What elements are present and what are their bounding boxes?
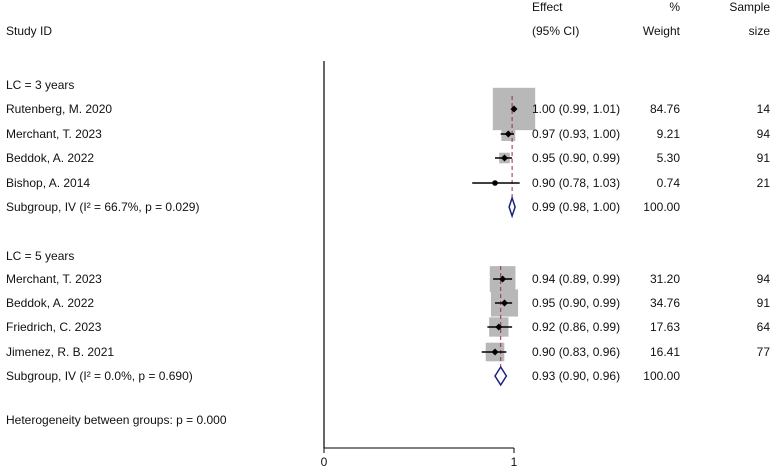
subgroup-label: Subgroup, IV (I² = 0.0%, p = 0.690) bbox=[6, 369, 193, 383]
subgroup-effect-text: 0.93 (0.90, 0.96) bbox=[532, 369, 621, 383]
group-label: LC = 3 years bbox=[6, 78, 75, 92]
x-tick-label: 1 bbox=[510, 455, 518, 468]
study-name: Beddok, A. 2022 bbox=[6, 151, 95, 165]
effect-ci-text: 0.90 (0.83, 0.96) bbox=[532, 345, 621, 359]
study-name: Jimenez, R. B. 2021 bbox=[6, 345, 115, 359]
subgroup-diamond bbox=[494, 365, 508, 387]
sample-size-text: 21 bbox=[756, 176, 770, 190]
study-name: Friedrich, C. 2023 bbox=[6, 320, 102, 334]
sample-size-header: size bbox=[748, 24, 770, 38]
weight-text: 16.41 bbox=[649, 345, 680, 359]
sample-size-text: 64 bbox=[756, 320, 770, 334]
study-id-header: Study ID bbox=[6, 24, 53, 38]
study-name: Bishop, A. 2014 bbox=[6, 176, 91, 190]
weight-text: 31.20 bbox=[649, 272, 680, 286]
subgroup-label: Subgroup, IV (I² = 66.7%, p = 0.029) bbox=[6, 200, 200, 214]
effect-ci-text: 0.94 (0.89, 0.99) bbox=[532, 272, 621, 286]
study-name: Merchant, T. 2023 bbox=[6, 127, 102, 141]
sample-header: Sample bbox=[729, 0, 770, 14]
sample-size-text: 91 bbox=[756, 296, 770, 310]
sample-size-text: 94 bbox=[756, 272, 770, 286]
effect-point bbox=[504, 130, 512, 138]
effect-point bbox=[491, 348, 499, 356]
weight-text: 34.76 bbox=[649, 296, 680, 310]
weight-text: 0.74 bbox=[656, 176, 680, 190]
effect-point bbox=[499, 275, 507, 283]
study-name: Rutenberg, M. 2020 bbox=[6, 102, 113, 116]
effect-ci-text: 0.90 (0.78, 1.03) bbox=[532, 176, 621, 190]
study-name: Beddok, A. 2022 bbox=[6, 296, 95, 310]
subgroup-weight-text: 100.00 bbox=[643, 369, 680, 383]
effect-point bbox=[495, 323, 503, 331]
effect-point bbox=[510, 105, 518, 113]
heterogeneity-text: Heterogeneity between groups: p = 0.000 bbox=[6, 413, 227, 427]
sample-size-text: 14 bbox=[756, 102, 770, 116]
effect-ci-text: 0.97 (0.93, 1.00) bbox=[532, 127, 621, 141]
study-name: Merchant, T. 2023 bbox=[6, 272, 102, 286]
subgroup-weight-text: 100.00 bbox=[643, 200, 680, 214]
sample-size-text: 94 bbox=[756, 127, 770, 141]
subgroup-diamond bbox=[508, 195, 516, 219]
effect-ci-text: 0.92 (0.86, 0.99) bbox=[532, 320, 621, 334]
ci-header: (95% CI) bbox=[532, 24, 580, 38]
weight-text: 5.30 bbox=[656, 151, 680, 165]
weight-percent-header: % bbox=[669, 0, 680, 14]
subgroup-effect-text: 0.99 (0.98, 1.00) bbox=[532, 200, 621, 214]
effect-point bbox=[501, 154, 508, 162]
effect-ci-text: 0.95 (0.90, 0.99) bbox=[532, 296, 621, 310]
effect-point bbox=[492, 180, 498, 186]
weight-text: 84.76 bbox=[649, 102, 680, 116]
effect-header: Effect bbox=[532, 0, 563, 14]
weight-text: 17.63 bbox=[649, 320, 680, 334]
sample-size-text: 77 bbox=[756, 345, 770, 359]
effect-ci-text: 0.95 (0.90, 0.99) bbox=[532, 151, 621, 165]
sample-size-text: 91 bbox=[756, 151, 770, 165]
x-tick-label: 0 bbox=[320, 455, 328, 468]
group-label: LC = 5 years bbox=[6, 249, 75, 263]
weight-text: 9.21 bbox=[656, 127, 680, 141]
effect-point bbox=[501, 299, 508, 307]
weight-header: Weight bbox=[642, 24, 680, 38]
effect-ci-text: 1.00 (0.99, 1.01) bbox=[532, 102, 621, 116]
